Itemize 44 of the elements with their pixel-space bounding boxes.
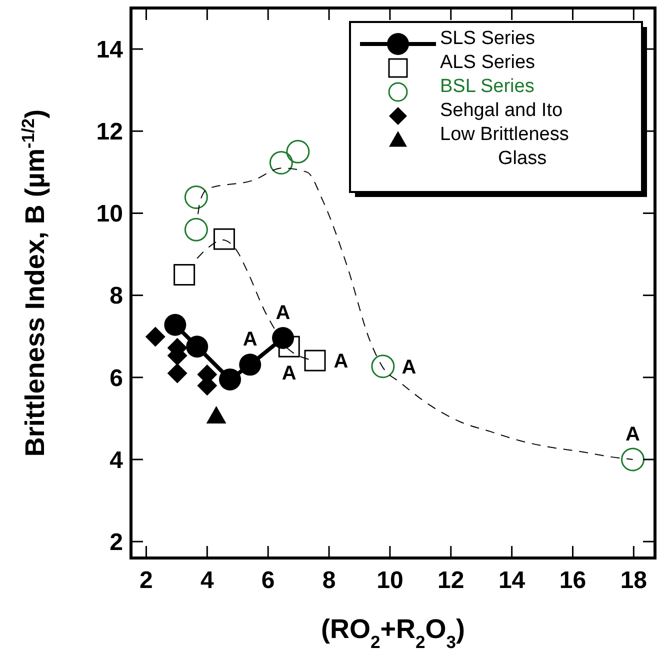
point xyxy=(269,150,293,174)
y-tick-label: 4 xyxy=(110,446,124,474)
annotation: A xyxy=(626,423,640,446)
x-tick-label: 2 xyxy=(140,567,153,594)
x-tick-label: 18 xyxy=(620,567,648,594)
legend-label: SLS Series xyxy=(440,28,536,49)
x-tick-label: 6 xyxy=(261,567,275,594)
point xyxy=(219,368,242,390)
annotation: A xyxy=(334,350,348,373)
y-tick-label: 10 xyxy=(96,200,123,228)
point xyxy=(621,448,645,472)
annotation: A xyxy=(242,328,258,351)
point xyxy=(278,336,300,358)
point xyxy=(145,326,166,347)
annotation: A xyxy=(282,362,296,385)
legend-label: ALS Series xyxy=(440,52,536,73)
annotation: A xyxy=(276,302,290,324)
y-tick-label: 6 xyxy=(110,364,123,392)
point xyxy=(184,185,208,209)
legend-label: Low Brittleness Glass xyxy=(440,124,569,169)
x-tick-label: 12 xyxy=(438,567,464,594)
point xyxy=(304,350,326,372)
point xyxy=(164,314,186,336)
legend-label: Sehgal and Ito xyxy=(440,100,563,121)
y-tick-label: 2 xyxy=(110,528,123,556)
x-tick-label: 4 xyxy=(200,567,214,594)
x-tick-label: 14 xyxy=(498,567,526,594)
point xyxy=(186,336,208,358)
y-tick-label: 14 xyxy=(96,36,124,64)
x-tick-label: 8 xyxy=(322,567,336,594)
point xyxy=(167,363,188,384)
point xyxy=(239,354,262,376)
point xyxy=(286,140,310,164)
point xyxy=(371,354,395,378)
annotation: A xyxy=(402,356,416,378)
legend-label: BSL Series xyxy=(440,76,534,97)
y-tick-label: 8 xyxy=(110,282,123,310)
x-tick-label: 10 xyxy=(376,567,404,594)
x-axis-title: (RO$_{2}$+R$_{2}$O$_{3}$) xyxy=(320,614,466,652)
y-tick-label: 12 xyxy=(96,118,123,146)
point xyxy=(184,218,208,242)
point xyxy=(213,228,235,250)
x-tick-label: 16 xyxy=(559,567,586,594)
point xyxy=(174,264,196,286)
